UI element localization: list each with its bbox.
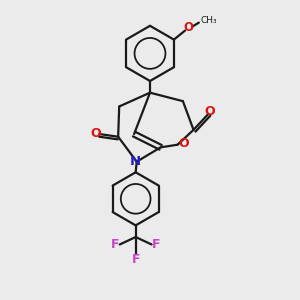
Text: F: F [131, 253, 140, 266]
Text: N: N [130, 154, 141, 168]
Text: O: O [90, 127, 101, 140]
Text: O: O [205, 105, 215, 118]
Text: F: F [111, 238, 119, 251]
Text: F: F [152, 238, 160, 251]
Text: O: O [179, 137, 189, 150]
Text: CH₃: CH₃ [200, 16, 217, 25]
Text: O: O [184, 21, 194, 34]
